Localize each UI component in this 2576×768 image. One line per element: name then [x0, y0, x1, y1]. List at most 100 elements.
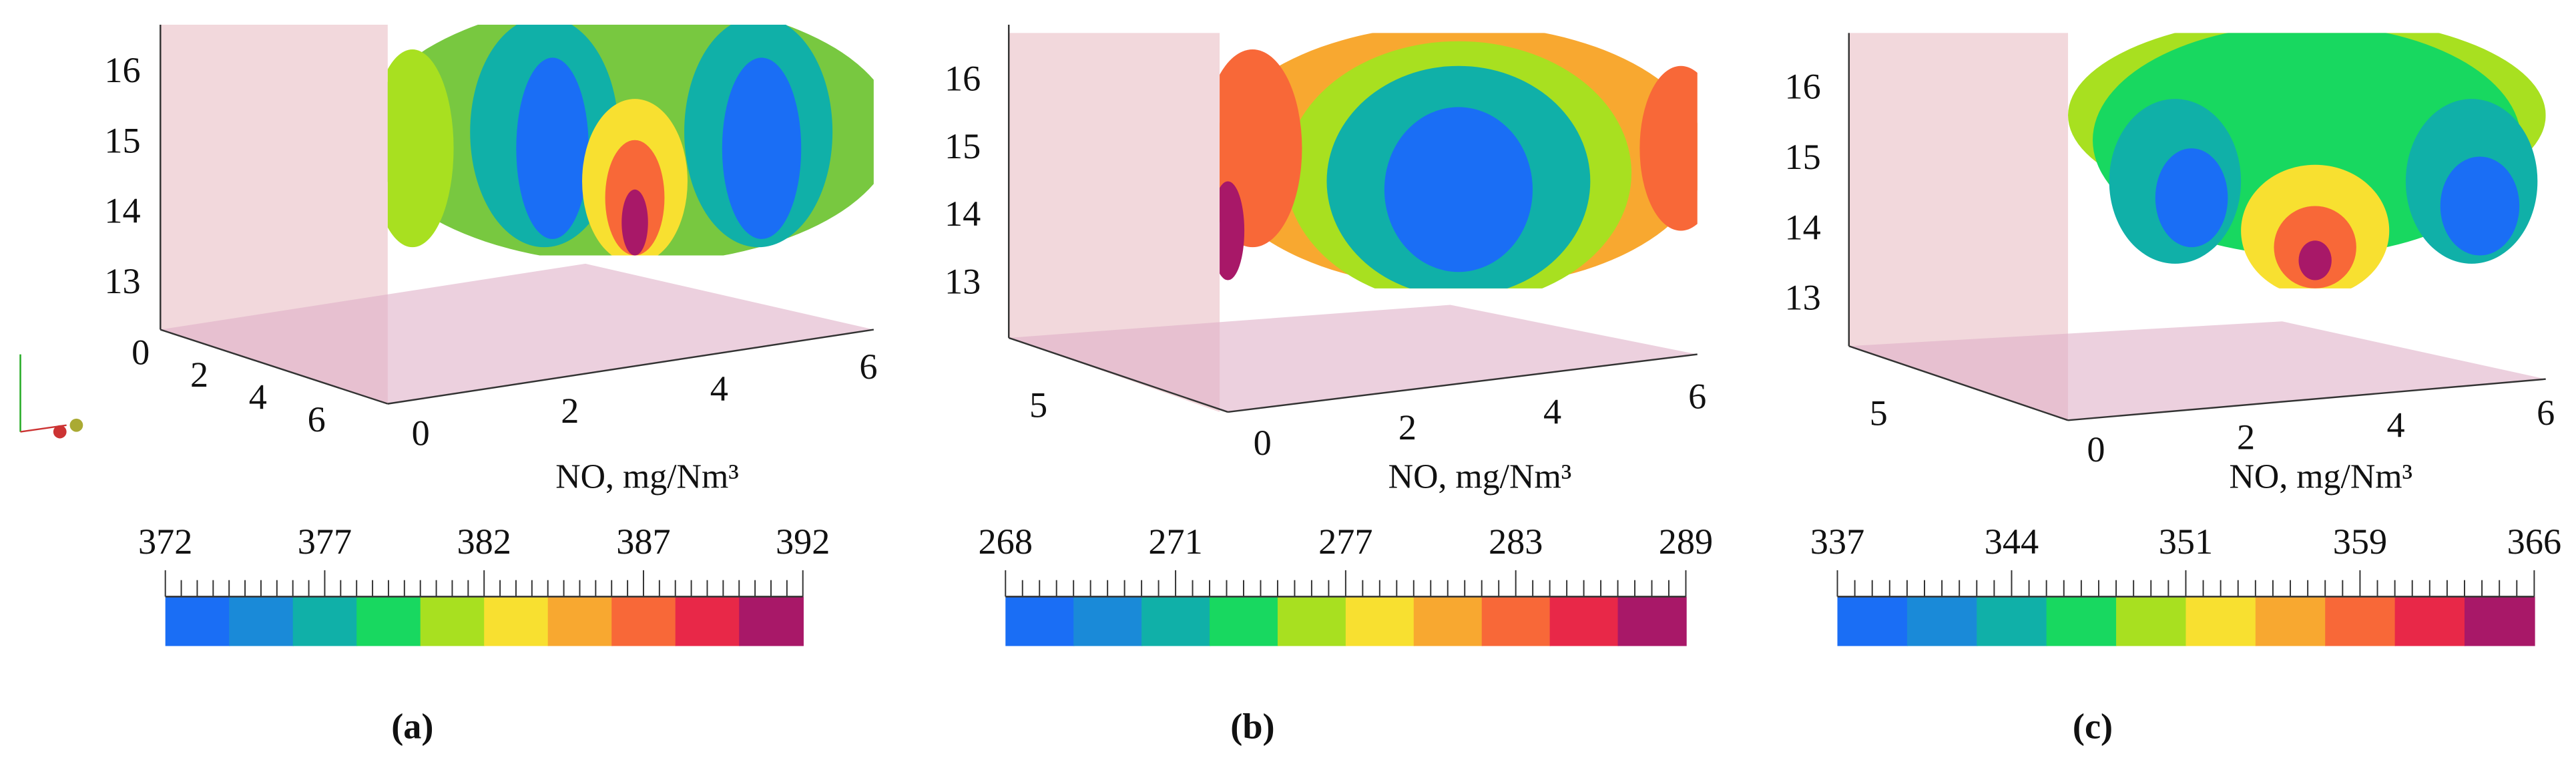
colorbar-segment: [611, 596, 676, 646]
colorbar-segment: [356, 596, 421, 646]
colorbar-segment: [1210, 596, 1279, 646]
colorbar-segment: [1277, 596, 1347, 646]
colorbar-segment: [1837, 596, 1908, 646]
contour-region: [1220, 181, 1245, 280]
colorbar-label: 377: [298, 522, 352, 562]
z-tick-label: 14: [945, 194, 981, 234]
z-tick-label: 16: [945, 59, 981, 99]
colorbar-label: 359: [2333, 522, 2387, 562]
colorbar-label: 268: [979, 522, 1033, 562]
z-tick-label: 13: [1785, 278, 1821, 318]
x-tick-label: 2: [2237, 417, 2255, 457]
x-tick-label: 6: [1688, 377, 1706, 417]
colorbar-label: 337: [1810, 522, 1864, 562]
z-tick-label: 15: [104, 120, 140, 160]
colorbar-segment: [484, 596, 549, 646]
colorbar-segment: [2046, 596, 2117, 646]
x-axis: [387, 329, 874, 405]
colorbar-segment: [1345, 596, 1415, 646]
colorbar-label: 366: [2507, 522, 2561, 562]
x-tick-label: 2: [1398, 407, 1416, 447]
colorbar-segment: [1481, 596, 1551, 646]
colorbar-segment: [2116, 596, 2187, 646]
contour-region: [387, 49, 454, 248]
colorbar-segment: [1906, 596, 1978, 646]
contour-region: [1220, 49, 1302, 248]
x-tick-label: 4: [2387, 405, 2405, 445]
floor-surface: [1009, 305, 1698, 412]
contour-region: [2155, 148, 2228, 248]
colorbar-label: 351: [2159, 522, 2213, 562]
z-tick-label: 14: [1785, 207, 1821, 247]
contour-region: [516, 57, 589, 239]
colorbar-segment: [1549, 596, 1619, 646]
colorbar-segment: [1141, 596, 1211, 646]
colorbar-segment: [2465, 596, 2535, 646]
wall-surface: [387, 25, 874, 256]
x-tick-label: 4: [1543, 392, 1561, 432]
panel-label: (b): [1230, 707, 1274, 747]
x-axis: [2067, 378, 2546, 421]
colorbar-segment: [292, 596, 358, 646]
panel-label: (c): [2073, 707, 2113, 747]
x-tick-label: 4: [710, 369, 728, 409]
x-tick-label: 0: [1254, 423, 1272, 463]
z-tick-label: 13: [945, 261, 981, 301]
x-tick-label: 6: [2537, 393, 2555, 433]
colorbar-label: 382: [457, 522, 511, 562]
floor-surface: [1848, 321, 2546, 421]
colorbar-segment: [165, 596, 230, 646]
colorbar-label: 271: [1148, 522, 1202, 562]
y-tick-label: 5: [1029, 385, 1047, 425]
colorbar-segment: [675, 596, 740, 646]
contour-region: [722, 57, 802, 239]
y-tick-label: 5: [1870, 393, 1888, 433]
y-axis: [160, 329, 389, 405]
colorbar-segment: [2255, 596, 2326, 646]
z-tick-label: 15: [945, 126, 981, 166]
colorbar-segment: [420, 596, 485, 646]
y-tick-label: 0: [132, 332, 150, 372]
z-tick-label: 16: [104, 50, 140, 90]
contour-region: [2440, 156, 2520, 256]
colorbar-label: 277: [1318, 522, 1372, 562]
colorbar-segment: [2325, 596, 2396, 646]
y-axis: [1008, 337, 1228, 413]
side-surface: [1848, 33, 2069, 421]
y-tick-label: 6: [308, 399, 326, 439]
z-tick-label: 14: [104, 191, 140, 231]
colorbar-segment: [1413, 596, 1483, 646]
contour-region: [1639, 65, 1698, 231]
colorbar-segment: [1617, 596, 1687, 646]
x-tick-label: 0: [2087, 429, 2105, 469]
x-axis: [1228, 353, 1698, 413]
colorbar-label: 344: [1985, 522, 2039, 562]
contour-region: [1384, 107, 1533, 272]
contour-region: [2298, 240, 2332, 280]
z-tick-label: 13: [104, 261, 140, 301]
y-axis: [1848, 345, 2069, 421]
colorbar-label: 289: [1659, 522, 1713, 562]
colorbar-segment: [1005, 596, 1075, 646]
colorbar-segment: [547, 596, 613, 646]
colorbar-label: 392: [776, 522, 830, 562]
colorbar-segment: [2185, 596, 2257, 646]
colorbar-label: 372: [138, 522, 192, 562]
x-tick-label: 0: [412, 413, 430, 453]
colorbar-label: 387: [616, 522, 670, 562]
x-axis-label: NO, mg/Nm³: [555, 457, 739, 496]
panel-label: (a): [391, 707, 433, 747]
floor-surface: [160, 263, 874, 404]
z-tick-label: 16: [1785, 67, 1821, 107]
y-tick-label: 2: [190, 355, 208, 395]
z-tick-label: 15: [1785, 137, 1821, 177]
colorbar-segment: [739, 596, 804, 646]
colorbar-segment: [229, 596, 294, 646]
x-axis-label: NO, mg/Nm³: [1388, 457, 1572, 496]
y-tick-label: 4: [249, 377, 267, 417]
colorbar-segment: [2394, 596, 2466, 646]
side-surface: [1009, 33, 1220, 412]
